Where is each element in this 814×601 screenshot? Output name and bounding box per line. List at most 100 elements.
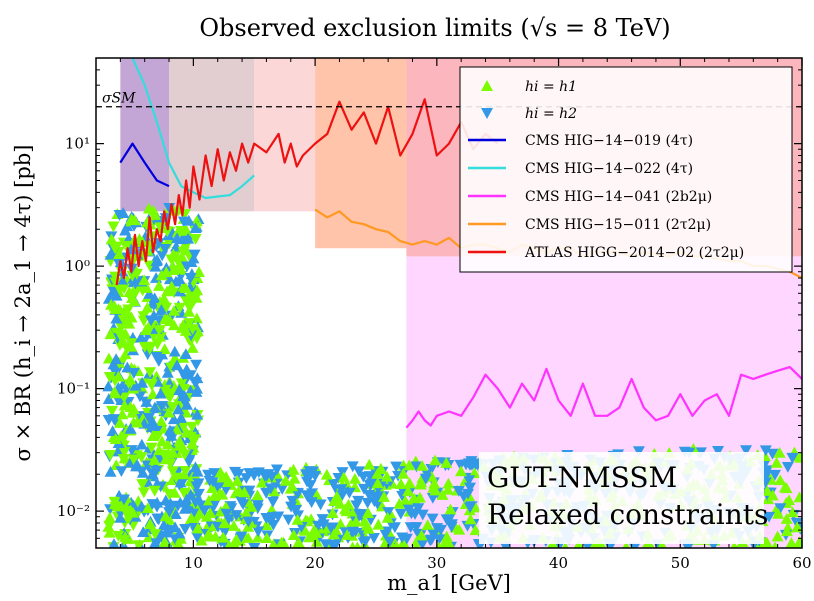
scatter-point-h1 xyxy=(180,398,193,410)
scatter-point-h1 xyxy=(227,520,240,531)
scatter-point-h1 xyxy=(454,465,467,477)
scatter-point-h1 xyxy=(161,438,174,450)
scatter-point-h1 xyxy=(180,363,193,375)
scatter-point-h2 xyxy=(133,391,146,403)
scatter-point-h1 xyxy=(146,415,159,427)
scatter-point-h1 xyxy=(154,387,167,399)
scatter-point-h2 xyxy=(104,450,117,461)
scatter-point-h1 xyxy=(231,475,244,486)
scatter-point-h1 xyxy=(102,380,115,392)
scatter-point-h2 xyxy=(179,524,192,535)
scatter-point-h1 xyxy=(103,511,116,523)
scatter-point-h1 xyxy=(151,496,164,508)
scatter-point-h2 xyxy=(166,402,179,413)
scatter-point-h1 xyxy=(124,373,137,385)
scatter-point-h2 xyxy=(145,379,158,391)
scatter-point-h1 xyxy=(169,521,182,533)
scatter-point-h2 xyxy=(198,505,211,517)
scatter-point-h1 xyxy=(104,328,117,340)
scatter-point-h1 xyxy=(113,417,126,428)
scatter-point-h1 xyxy=(377,491,390,502)
scatter-point-h2 xyxy=(202,469,215,481)
scatter-point-h2 xyxy=(184,273,197,284)
scatter-point-h1 xyxy=(180,224,193,236)
scatter-point-h2 xyxy=(107,414,120,425)
scatter-point-h1 xyxy=(110,289,123,301)
scatter-point-h1 xyxy=(158,536,171,547)
scatter-point-h2 xyxy=(186,324,199,335)
scatter-point-h2 xyxy=(336,467,349,478)
scatter-point-h2 xyxy=(312,520,325,532)
scatter-point-h2 xyxy=(365,478,378,490)
scatter-point-h1 xyxy=(119,224,132,236)
scatter-point-h2 xyxy=(285,501,298,513)
scatter-point-h2 xyxy=(117,454,130,465)
scatter-point-h1 xyxy=(297,523,310,535)
scatter-point-h1 xyxy=(403,477,416,489)
scatter-point-h1 xyxy=(441,483,454,495)
legend: hi = h1 hi = h2 CMS HIG−14−019 (4τ) CMS HIG… xyxy=(459,66,793,273)
scatter-point-h1 xyxy=(192,266,205,277)
scatter-point-h2 xyxy=(135,466,148,478)
scatter-point-h2 xyxy=(240,473,253,484)
scatter-point-h2 xyxy=(192,488,205,500)
scatter-point-h1 xyxy=(124,456,137,468)
scatter-point-h2 xyxy=(786,452,799,464)
scatter-point-h1 xyxy=(180,493,193,505)
scatter-point-h2 xyxy=(740,445,753,457)
scatter-point-h2 xyxy=(126,270,139,282)
scatter-point-h2 xyxy=(425,464,438,475)
scatter-point-h2 xyxy=(170,472,183,484)
scatter-point-h1 xyxy=(397,536,410,548)
scatter-point-h1 xyxy=(173,527,186,539)
scatter-point-h1 xyxy=(562,541,569,548)
scatter-point-h1 xyxy=(334,518,347,530)
scatter-point-h2 xyxy=(113,329,126,341)
scatter-point-h1 xyxy=(791,521,802,533)
scatter-point-h2 xyxy=(163,237,176,249)
scatter-point-h2 xyxy=(304,480,317,491)
scatter-point-h2 xyxy=(260,513,273,524)
scatter-point-h2 xyxy=(252,526,265,538)
scatter-point-h2 xyxy=(248,542,261,548)
scatter-point-h2 xyxy=(258,469,271,481)
scatter-point-h1 xyxy=(168,352,181,364)
scatter-point-h1 xyxy=(159,510,172,522)
legend-marker-icon xyxy=(481,108,493,119)
scatter-point-h2 xyxy=(148,485,161,497)
sm-reference-label: σSM xyxy=(102,91,136,107)
limit-curve xyxy=(115,98,499,286)
scatter-point-h1 xyxy=(105,233,118,245)
scatter-point-h2 xyxy=(117,494,130,506)
scatter-point-h2 xyxy=(431,523,444,534)
scatter-point-h2 xyxy=(150,538,163,548)
scatter-point-h1 xyxy=(780,525,793,537)
scatter-point-h1 xyxy=(161,366,174,378)
scatter-point-h2 xyxy=(112,530,125,542)
scatter-point-h2 xyxy=(327,478,340,490)
scatter-point-h2 xyxy=(359,536,372,548)
scatter-point-h1 xyxy=(208,490,221,501)
scatter-point-h1 xyxy=(110,353,123,365)
scatter-point-h2 xyxy=(186,421,199,433)
x-tick-label: 60 xyxy=(792,554,811,572)
scatter-point-h2 xyxy=(103,371,116,383)
scatter-point-h1 xyxy=(442,477,455,489)
scatter-point-h2 xyxy=(766,448,779,460)
scatter-point-h2 xyxy=(220,484,233,496)
scatter-point-h2 xyxy=(260,487,273,499)
scatter-point-h2 xyxy=(426,513,439,525)
scatter-point-h1 xyxy=(102,393,115,404)
scatter-point-h1 xyxy=(786,506,799,518)
scatter-point-h1 xyxy=(363,458,376,470)
scatter-point-h1 xyxy=(118,399,131,411)
scatter-point-h2 xyxy=(163,507,176,519)
scatter-point-h1 xyxy=(164,424,177,436)
scatter-point-h1 xyxy=(348,472,361,484)
x-tick-label: 30 xyxy=(427,554,446,572)
scatter-point-h2 xyxy=(188,249,201,261)
scatter-point-h2 xyxy=(106,405,119,417)
scatter-point-h1 xyxy=(160,526,173,538)
scatter-point-h2 xyxy=(229,466,242,478)
scatter-point-h2 xyxy=(382,507,395,518)
